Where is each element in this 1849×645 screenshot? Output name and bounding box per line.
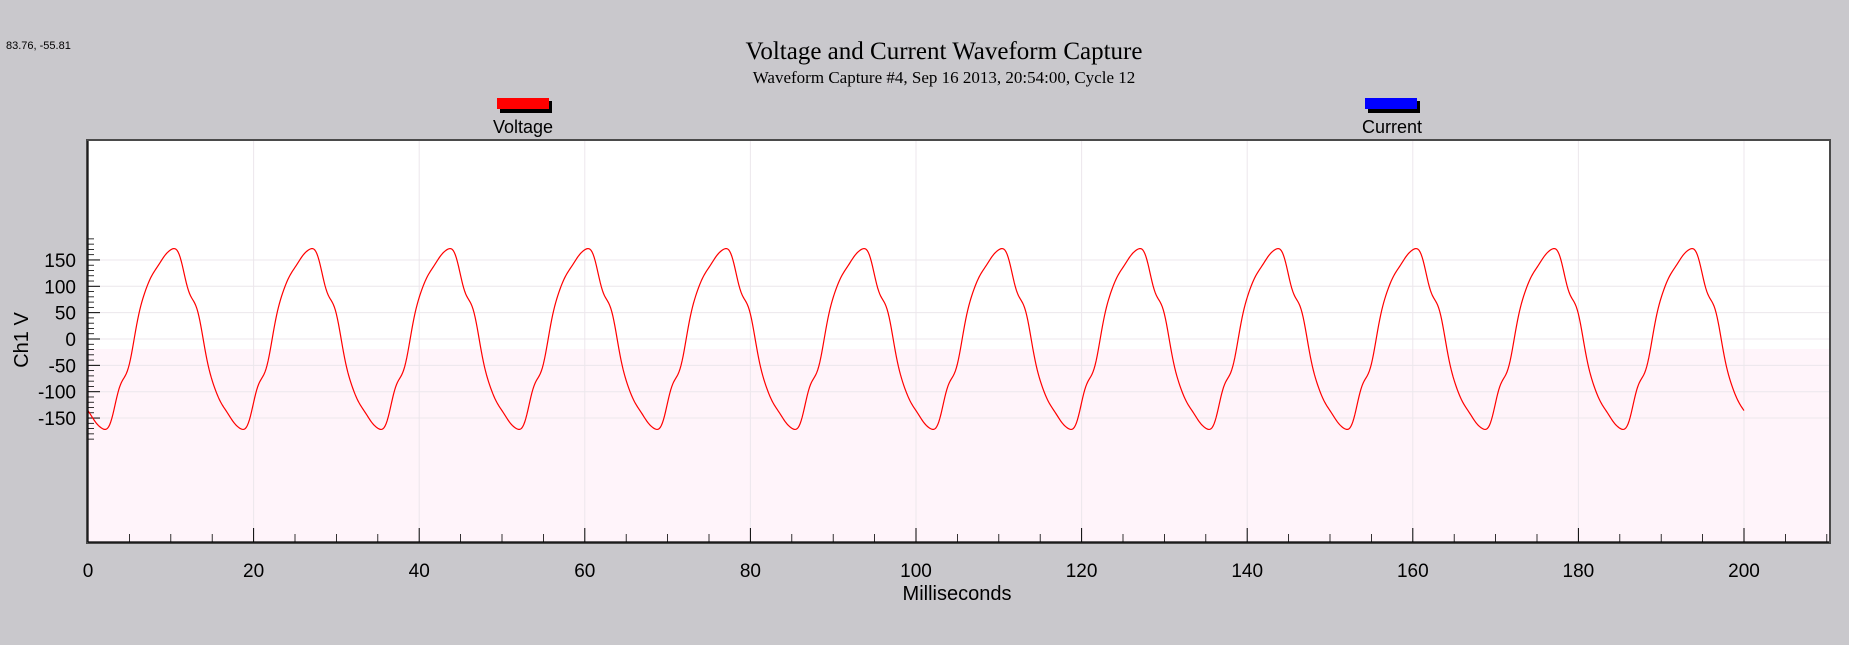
x-tick-label: 140 [1231, 561, 1263, 582]
x-tick-label: 0 [83, 561, 94, 582]
x-axis-label: Milliseconds [903, 583, 1012, 605]
y-tick-label: 100 [44, 277, 76, 298]
x-tick-label: 120 [1066, 561, 1098, 582]
axis-ticks [87, 238, 1828, 542]
x-tick-label: 60 [574, 561, 595, 582]
x-tick-labels: 0 20 40 60 80 100 120 140 160 180 200 [83, 561, 1760, 582]
series-line-voltage [87, 247, 1745, 431]
y-tick-label: -150 [38, 409, 76, 430]
legend-label-voltage: Voltage [493, 117, 553, 137]
x-tick-label: 160 [1397, 561, 1429, 582]
legend-item-current[interactable]: Current [1362, 98, 1422, 137]
y-tick-label: 50 [55, 304, 76, 325]
chart-subtitle: Waveform Capture #4, Sep 16 2013, 20:54:… [753, 68, 1135, 87]
legend-swatch-current-fill [1365, 98, 1417, 109]
series-layer [87, 247, 1745, 431]
x-tick-label: 20 [243, 561, 264, 582]
legend: Voltage Current [493, 98, 1422, 137]
y-tick-label: 150 [44, 251, 76, 272]
y-tick-labels: 150 100 50 0 -50 -100 -150 [38, 251, 76, 430]
x-tick-label: 200 [1728, 561, 1760, 582]
legend-swatch-voltage-fill [497, 98, 549, 109]
cursor-readout: 83.76, -55.81 [6, 40, 71, 52]
grid [88, 141, 1829, 542]
y-tick-label: 0 [65, 330, 76, 351]
x-tick-label: 100 [900, 561, 932, 582]
legend-label-current: Current [1362, 117, 1422, 137]
x-tick-label: 40 [409, 561, 430, 582]
y-tick-label: -100 [38, 383, 76, 404]
plot-band-lower [88, 349, 1829, 542]
legend-item-voltage[interactable]: Voltage [493, 98, 553, 137]
x-tick-label: 80 [740, 561, 761, 582]
y-axis-label: Ch1 V [11, 312, 33, 368]
y-tick-label: -50 [49, 356, 76, 377]
x-tick-label: 180 [1563, 561, 1595, 582]
chart-title: Voltage and Current Waveform Capture [746, 38, 1143, 65]
